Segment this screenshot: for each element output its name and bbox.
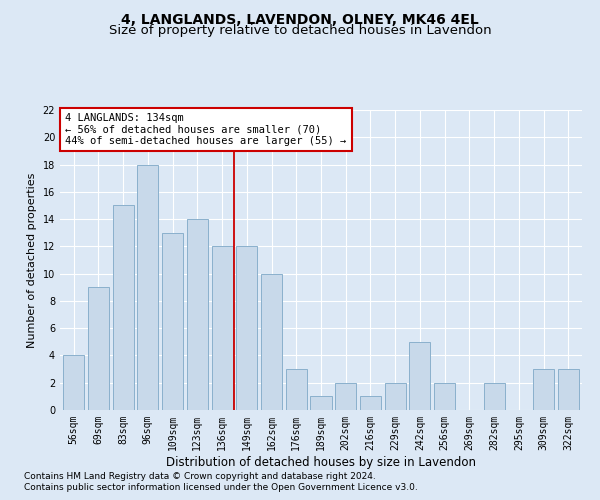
Bar (88, 288, 109, 410)
Bar (385, 382, 406, 410)
Bar (137, 164, 158, 410)
Bar (187, 219, 208, 410)
Text: 4 LANGLANDS: 134sqm
← 56% of detached houses are smaller (70)
44% of semi-detach: 4 LANGLANDS: 134sqm ← 56% of detached ho… (65, 113, 346, 146)
Bar (409, 342, 430, 410)
Y-axis label: Number of detached properties: Number of detached properties (27, 172, 37, 348)
Bar (212, 246, 233, 410)
Bar (558, 369, 579, 410)
Bar (236, 246, 257, 410)
Bar (434, 382, 455, 410)
Bar (113, 206, 134, 410)
Bar (533, 369, 554, 410)
Text: Size of property relative to detached houses in Lavendon: Size of property relative to detached ho… (109, 24, 491, 37)
Text: Contains public sector information licensed under the Open Government Licence v3: Contains public sector information licen… (24, 484, 418, 492)
Bar (286, 369, 307, 410)
Bar (335, 382, 356, 410)
Text: 4, LANGLANDS, LAVENDON, OLNEY, MK46 4EL: 4, LANGLANDS, LAVENDON, OLNEY, MK46 4EL (121, 12, 479, 26)
Bar (310, 396, 332, 410)
Text: Contains HM Land Registry data © Crown copyright and database right 2024.: Contains HM Land Registry data © Crown c… (24, 472, 376, 481)
Bar (261, 274, 282, 410)
X-axis label: Distribution of detached houses by size in Lavendon: Distribution of detached houses by size … (166, 456, 476, 468)
Bar (360, 396, 381, 410)
Bar (484, 382, 505, 410)
Bar (63, 356, 84, 410)
Bar (162, 232, 183, 410)
